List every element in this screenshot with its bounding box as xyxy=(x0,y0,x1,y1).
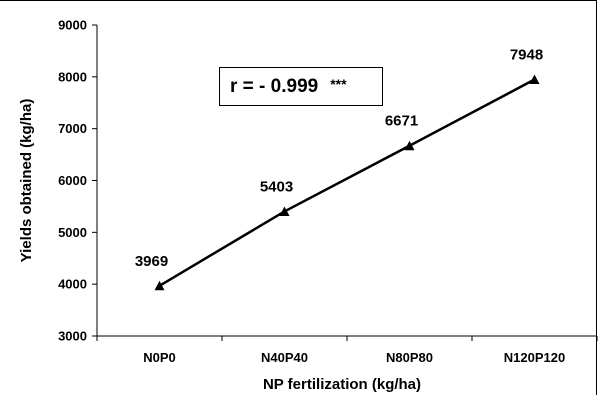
y-axis-ticks: 3000 4000 5000 6000 7000 8000 9000 xyxy=(58,18,97,344)
x-tick-label: N40P40 xyxy=(261,350,308,365)
y-tick-label: 9000 xyxy=(58,18,87,33)
data-label: 7948 xyxy=(510,47,543,64)
y-tick-label: 8000 xyxy=(58,69,87,84)
y-axis-title: Yields obtained (kg/ha) xyxy=(18,99,35,263)
x-tick-label: N0P0 xyxy=(143,350,176,365)
x-axis-ticks: N0P0 N40P40 N80P80 N120P120 xyxy=(96,336,598,365)
x-tick-label: N80P80 xyxy=(386,350,433,365)
data-point-marker xyxy=(279,206,290,216)
y-tick-label: 3000 xyxy=(58,329,87,344)
significance-stars: *** xyxy=(330,75,347,92)
x-tick-label: N120P120 xyxy=(504,350,565,365)
data-labels: 3969 5403 6671 7948 xyxy=(135,47,543,270)
y-tick-label: 6000 xyxy=(58,173,87,188)
data-point-marker xyxy=(154,280,165,291)
data-label: 5403 xyxy=(260,178,293,195)
correlation-value: r = - 0.999 xyxy=(230,75,319,97)
correlation-annotation-box: r = - 0.999 *** xyxy=(219,67,383,106)
x-axis-title: NP fertilization (kg/ha) xyxy=(263,376,421,393)
y-tick-label: 5000 xyxy=(58,225,87,240)
data-label: 3969 xyxy=(135,253,168,270)
data-point-marker xyxy=(529,74,540,85)
y-tick-label: 4000 xyxy=(58,277,87,292)
series-line xyxy=(158,78,536,287)
data-label: 6671 xyxy=(385,113,418,130)
data-point-marker xyxy=(404,140,415,151)
y-tick-label: 7000 xyxy=(58,121,87,136)
series-markers xyxy=(154,74,540,291)
